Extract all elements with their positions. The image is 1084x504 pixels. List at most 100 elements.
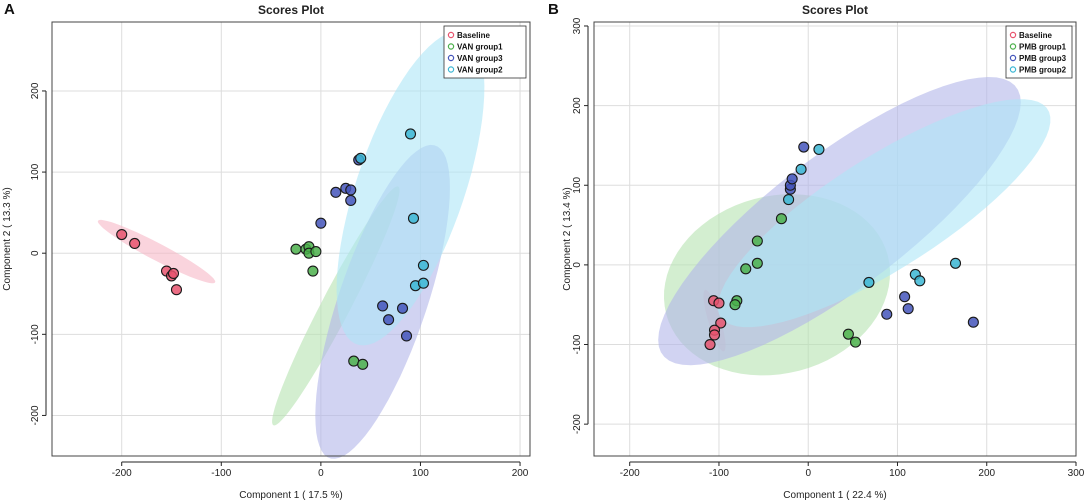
data-point-series-2 bbox=[842, 328, 854, 340]
legend-marker bbox=[1009, 66, 1017, 73]
data-point-series-3 bbox=[383, 314, 395, 326]
legend-label: PMB group2 bbox=[1019, 66, 1067, 75]
data-point-series-4 bbox=[863, 276, 875, 288]
y-tick-label: -100 bbox=[30, 324, 41, 344]
y-tick-label: 0 bbox=[572, 262, 583, 268]
legend-marker bbox=[447, 43, 455, 50]
data-point-series-3 bbox=[330, 186, 342, 198]
y-tick-label: -200 bbox=[30, 405, 41, 425]
legend-box bbox=[443, 25, 527, 79]
data-point-series-3 bbox=[786, 173, 798, 185]
legend-box bbox=[1005, 25, 1073, 79]
data-point-series-3 bbox=[400, 330, 413, 342]
chart-title: Scores Plot bbox=[802, 3, 868, 17]
data-point-series-3 bbox=[881, 308, 893, 320]
data-point-series-3 bbox=[798, 141, 810, 153]
data-point-series-2 bbox=[310, 246, 322, 258]
y-tick-label: -200 bbox=[572, 414, 583, 434]
data-point-series-2 bbox=[290, 243, 302, 255]
y-tick-label: -100 bbox=[572, 334, 583, 354]
data-point-series-4 bbox=[813, 143, 825, 155]
confidence-ellipse-1 bbox=[97, 219, 216, 284]
data-point-series-4 bbox=[417, 277, 429, 289]
data-point-series-2 bbox=[849, 336, 862, 348]
legend: Baseline VAN group1 VAN group3 VAN group2 bbox=[443, 25, 527, 79]
data-point-series-3 bbox=[967, 316, 979, 328]
x-tick-label: -200 bbox=[112, 468, 132, 479]
panel-a-scores-plot: A Scores Plot -200 -100 0 100 200 -200 -100 0 100 2… bbox=[2, 1, 531, 501]
data-point-series-1 bbox=[715, 317, 727, 329]
data-point-series-4 bbox=[417, 259, 429, 271]
x-tick-label: 100 bbox=[412, 468, 429, 479]
data-point-series-4 bbox=[914, 275, 926, 287]
data-point-series-1 bbox=[704, 338, 716, 351]
legend-marker bbox=[447, 54, 455, 62]
data-point-series-1 bbox=[167, 267, 180, 280]
legend-label: PMB group1 bbox=[1019, 43, 1067, 52]
data-point-series-3 bbox=[377, 300, 389, 312]
x-tick-label: 100 bbox=[889, 468, 906, 479]
legend-label: Baseline bbox=[1019, 31, 1052, 40]
legend-marker bbox=[1009, 31, 1017, 39]
data-point-series-3 bbox=[345, 194, 357, 207]
y-tick-label: 200 bbox=[30, 82, 41, 99]
x-tick-label: 200 bbox=[978, 468, 995, 479]
x-axis-label: Component 1 ( 22.4 %) bbox=[783, 490, 886, 501]
plot-frame bbox=[593, 21, 1077, 457]
data-point-series-2 bbox=[307, 265, 319, 277]
chart-title: Scores Plot bbox=[258, 3, 324, 17]
data-point-series-2 bbox=[357, 358, 369, 370]
legend-marker bbox=[1009, 43, 1017, 50]
data-point-series-2 bbox=[751, 257, 763, 269]
data-point-series-1 bbox=[129, 237, 141, 250]
data-point-series-3 bbox=[396, 302, 409, 314]
data-point-series-1 bbox=[116, 228, 128, 241]
x-tick-label: 0 bbox=[318, 468, 324, 479]
x-axis-label: Component 1 ( 17.5 %) bbox=[239, 490, 342, 501]
data-point-series-3 bbox=[315, 217, 327, 229]
confidence-ellipse-4 bbox=[336, 31, 485, 346]
legend-label: Baseline bbox=[457, 31, 490, 40]
panel-letter: A bbox=[4, 1, 15, 18]
x-tick-label: -100 bbox=[709, 468, 729, 479]
data-point-series-2 bbox=[729, 299, 741, 311]
x-tick-label: 200 bbox=[512, 468, 529, 479]
data-point-series-2 bbox=[775, 213, 787, 225]
y-tick-label: 300 bbox=[572, 17, 583, 34]
data-point-series-4 bbox=[404, 128, 417, 140]
y-tick-label: 0 bbox=[30, 250, 41, 256]
data-point-series-2 bbox=[740, 263, 752, 275]
y-axis-label: Component 2 ( 13.3 %) bbox=[2, 187, 13, 290]
data-point-series-1 bbox=[713, 297, 725, 309]
legend-label: VAN group3 bbox=[457, 54, 503, 63]
data-point-series-4 bbox=[795, 163, 807, 175]
legend: Baseline PMB group1 PMB group3 PMB group2 bbox=[1005, 25, 1073, 79]
data-point-series-4 bbox=[783, 194, 795, 206]
data-point-series-4 bbox=[355, 152, 367, 164]
data-point-series-4 bbox=[407, 212, 420, 224]
legend-label: PMB group3 bbox=[1019, 54, 1067, 63]
x-tick-label: 0 bbox=[805, 468, 811, 479]
panel-b-scores-plot: B Scores Plot -200 -100 0 100 200 300 -200 -100 0 1… bbox=[548, 1, 1084, 501]
data-point-series-1 bbox=[170, 284, 183, 296]
data-point-series-1 bbox=[708, 329, 721, 341]
legend-label: VAN group1 bbox=[457, 43, 503, 52]
confidence-ellipse-4 bbox=[717, 99, 1051, 328]
data-point-series-3 bbox=[899, 291, 911, 303]
data-point-series-2 bbox=[751, 235, 763, 247]
data-point-series-3 bbox=[345, 184, 357, 196]
x-tick-label: 300 bbox=[1068, 468, 1084, 479]
data-point-series-3 bbox=[902, 303, 914, 315]
y-tick-label: 100 bbox=[30, 163, 41, 180]
y-axis-label: Component 2 ( 13.4 %) bbox=[562, 187, 573, 290]
panel-letter: B bbox=[548, 1, 559, 18]
y-tick-label: 200 bbox=[572, 97, 583, 114]
plot-frame bbox=[51, 21, 531, 457]
legend-label: VAN group2 bbox=[457, 66, 503, 75]
y-tick-label: 100 bbox=[572, 176, 583, 193]
legend-marker bbox=[447, 31, 455, 39]
legend-marker bbox=[447, 66, 455, 73]
legend-marker bbox=[1009, 54, 1017, 62]
x-tick-label: -100 bbox=[211, 468, 231, 479]
data-point-series-4 bbox=[949, 257, 962, 269]
